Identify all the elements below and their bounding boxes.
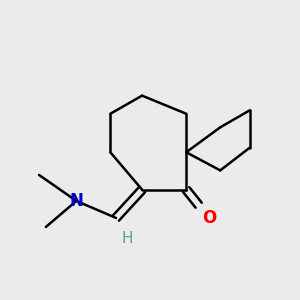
Text: N: N [70, 192, 83, 210]
Text: H: H [122, 231, 133, 246]
Text: O: O [202, 209, 216, 227]
